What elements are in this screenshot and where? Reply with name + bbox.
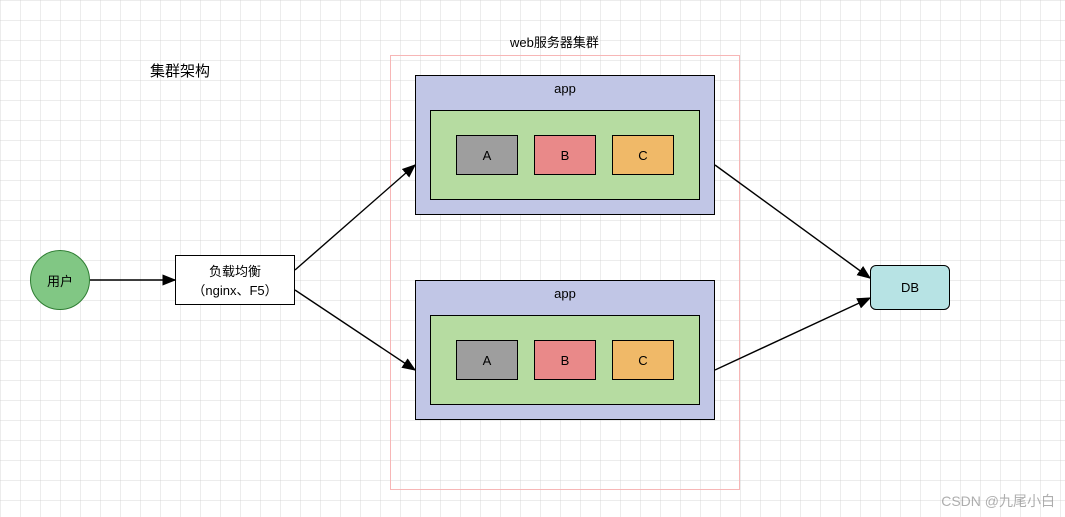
module-b-1: B	[534, 340, 596, 380]
load-balancer-node: 负载均衡 （nginx、F5）	[175, 255, 295, 305]
module-a-1: A	[456, 340, 518, 380]
module-c-0: C	[612, 135, 674, 175]
lb-label-line1: 负载均衡	[192, 261, 277, 280]
user-node: 用户	[30, 250, 90, 310]
user-label: 用户	[47, 271, 73, 290]
module-a-0: A	[456, 135, 518, 175]
db-label: DB	[901, 280, 919, 295]
module-row-0: ABC	[430, 110, 700, 200]
module-row-1: ABC	[430, 315, 700, 405]
module-c-1: C	[612, 340, 674, 380]
diagram-canvas: 集群架构 用户 负载均衡 （nginx、F5） web服务器集群 appABCa…	[0, 0, 1065, 517]
watermark: CSDN @九尾小白	[941, 491, 1055, 511]
app-title-0: app	[415, 81, 715, 96]
app-title-1: app	[415, 286, 715, 301]
diagram-title: 集群架构	[150, 60, 210, 81]
cluster-title: web服务器集群	[510, 32, 599, 51]
lb-label-line2: （nginx、F5）	[192, 280, 277, 299]
module-b-0: B	[534, 135, 596, 175]
db-node: DB	[870, 265, 950, 310]
